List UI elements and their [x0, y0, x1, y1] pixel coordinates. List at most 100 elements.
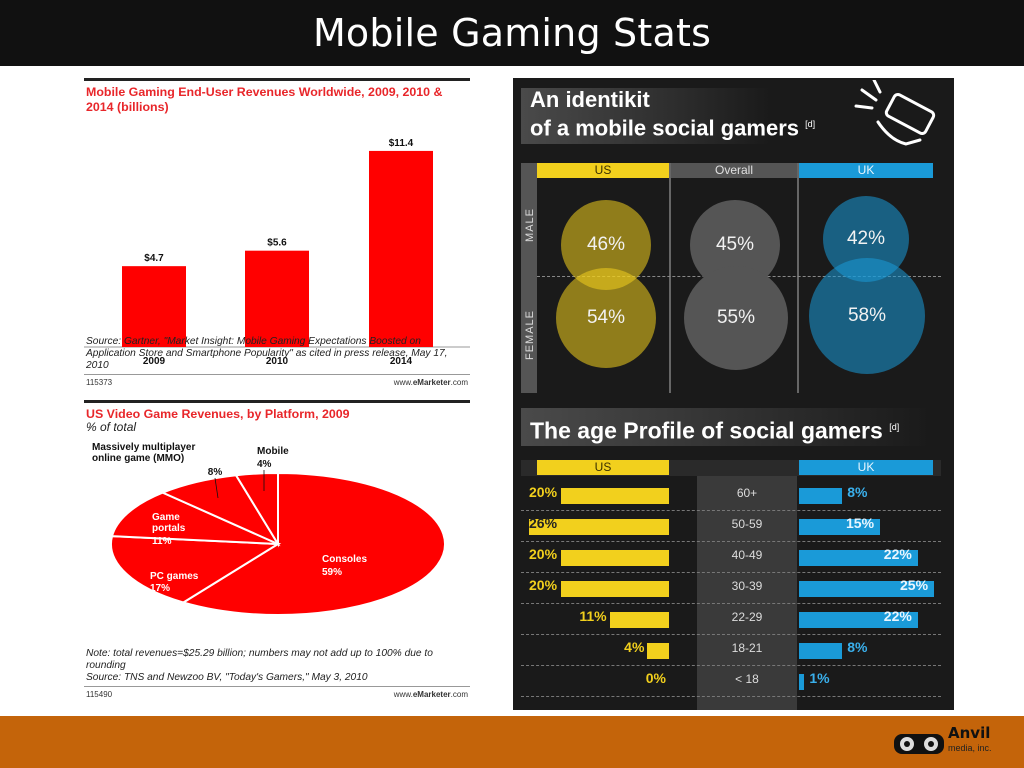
- us-bar: [609, 612, 669, 628]
- credit-suffix: .com: [450, 378, 468, 387]
- credit-prefix: www.: [393, 378, 413, 387]
- us-value: 11%: [579, 608, 607, 624]
- us-value: 0%: [645, 670, 666, 686]
- uk-value: 8%: [847, 639, 868, 655]
- uk-value: 22%: [883, 546, 912, 562]
- bar-2009: [122, 266, 186, 347]
- row-divider: [521, 665, 941, 666]
- row-divider: [521, 541, 941, 542]
- uk-bar: [799, 643, 843, 659]
- chart-title: US Video Game Revenues, by Platform, 200…: [86, 407, 350, 421]
- x-tick-label: 2009: [143, 356, 166, 367]
- age-row: 26% 50-59 15%: [521, 511, 941, 542]
- uk-value: 15%: [846, 515, 875, 531]
- logo-text: Anvil: [948, 724, 991, 742]
- age-center-column: [697, 462, 797, 710]
- us-value: 20%: [529, 577, 558, 593]
- x-tick-label: 2010: [266, 356, 289, 367]
- uk-bar: [799, 674, 805, 690]
- uk-value: 22%: [883, 608, 912, 624]
- chart-id: 115373: [86, 378, 113, 387]
- uk-value: 25%: [900, 577, 929, 593]
- us-bar: [647, 643, 669, 659]
- age-group-label: < 18: [735, 672, 759, 686]
- revenue-bar-chart: $4.7 2009 $5.6 2010 $11.4 2014: [84, 138, 470, 367]
- slice-value: 11%: [152, 536, 172, 547]
- bar-2010: [245, 250, 309, 347]
- us-value: 26%: [529, 515, 558, 531]
- slice-label: portals: [152, 523, 186, 534]
- chart-subtitle: % of total: [86, 420, 137, 434]
- us-bar: [561, 550, 669, 566]
- citation-mark: [d]: [889, 422, 900, 432]
- slice-game-portals: [110, 491, 279, 545]
- us-value: 20%: [529, 484, 558, 500]
- col-divider: [669, 163, 671, 393]
- slice-label: Game: [152, 512, 180, 523]
- slice-value: 59%: [322, 567, 342, 578]
- identikit-title-line2-row: of a mobile social gamers [d]: [530, 112, 815, 140]
- divider: [84, 374, 470, 375]
- uk-bar: [799, 581, 934, 597]
- data-label: $5.6: [267, 238, 287, 249]
- age-group-label: 50-59: [731, 517, 763, 531]
- age-row: 20% 30-39 25%: [521, 573, 941, 604]
- age-group-label: 22-29: [731, 610, 763, 624]
- slice-pc-games: [110, 535, 282, 604]
- logo-subtext: media, inc.: [948, 743, 992, 753]
- us-bar: [561, 488, 669, 504]
- slice-label: online game (MMO): [92, 453, 184, 464]
- identikit-title-line1: An identikit: [530, 87, 650, 112]
- credit-brand: eMarketer: [412, 690, 451, 699]
- revenue-bar-chart-panel: Mobile Gaming End-User Revenues Worldwid…: [84, 78, 470, 390]
- social-gamers-infographic: An identikit of a mobile social gamers […: [513, 78, 954, 710]
- us-female-circle: 54%: [556, 268, 656, 368]
- emarketer-credit: www.eMarketer.com: [394, 378, 468, 387]
- slice-value: 17%: [150, 583, 170, 594]
- slide-title: Mobile Gaming Stats: [312, 11, 712, 55]
- col-overall: Overall: [671, 163, 797, 178]
- uk-value: 1%: [809, 670, 830, 686]
- uk-value: 8%: [847, 484, 868, 500]
- age-title: The age Profile of social gamers [d]: [530, 414, 899, 444]
- slice-consoles: [180, 471, 446, 616]
- chart-id: 115490: [86, 690, 113, 699]
- platform-pie-chart-panel: US Video Game Revenues, by Platform, 200…: [84, 400, 470, 702]
- row-divider: [521, 603, 941, 604]
- header-band: [521, 88, 771, 144]
- us-bar: [528, 519, 669, 535]
- slice-label: PC games: [150, 571, 199, 582]
- row-male-label: MALE: [524, 208, 536, 242]
- age-group-label: 30-39: [731, 579, 763, 593]
- uk-female-circle: 58%: [809, 258, 925, 374]
- age-header-band: [521, 408, 931, 446]
- row-divider: [521, 572, 941, 573]
- us-value: 20%: [529, 546, 558, 562]
- emarketer-credit: www.eMarketer.com: [394, 690, 468, 699]
- data-label: $4.7: [144, 253, 164, 264]
- uk-bar: [799, 612, 918, 628]
- slice-mobile: [234, 471, 279, 548]
- title-bar: Mobile Gaming Stats: [0, 0, 1024, 66]
- data-label: $11.4: [389, 138, 414, 149]
- row-divider: [521, 696, 941, 697]
- x-tick-label: 2014: [390, 356, 413, 367]
- age-row: 0% < 18 1%: [521, 666, 941, 697]
- identikit-title: An identikit of a mobile social gamers […: [530, 88, 815, 140]
- uk-bar: [799, 550, 918, 566]
- chart-note: Note: total revenues=$25.29 billion; num…: [86, 648, 433, 671]
- age-title-text: The age Profile of social gamers: [530, 417, 883, 444]
- age-col-us: US: [537, 460, 669, 475]
- row-female-label: FEMALE: [524, 310, 536, 361]
- us-value: 4%: [624, 639, 645, 655]
- uk-bar: [799, 488, 843, 504]
- phone-hand-icon: [854, 80, 936, 146]
- age-group-label: 60+: [736, 486, 758, 500]
- slice-label: Massively multiplayer: [92, 442, 195, 453]
- age-group-label: 40-49: [731, 548, 763, 562]
- age-col-uk: UK: [799, 460, 933, 475]
- overall-female-circle: 55%: [684, 266, 788, 370]
- col-us: US: [537, 163, 669, 178]
- row-rail: [521, 163, 537, 393]
